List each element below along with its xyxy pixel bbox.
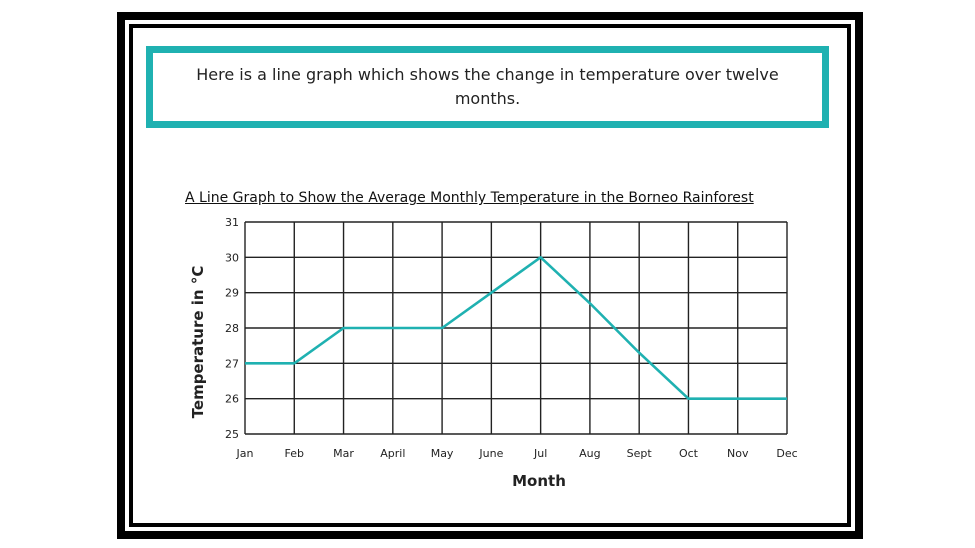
- intro-text: Here is a line graph which shows the cha…: [196, 65, 779, 108]
- y-tick-label: 25: [225, 428, 239, 441]
- x-tick-label: Mar: [333, 447, 354, 460]
- x-tick-label: Aug: [579, 447, 600, 460]
- temperature-series: [244, 256, 788, 400]
- y-tick-label: 26: [225, 393, 239, 406]
- intro-banner: Here is a line graph which shows the cha…: [146, 46, 829, 128]
- temperature-line: [245, 256, 787, 400]
- x-tick-label: April: [380, 447, 405, 460]
- x-tick-label: June: [478, 447, 503, 460]
- chart-grid: [244, 221, 788, 435]
- y-tick-label: 30: [225, 251, 239, 264]
- y-axis-title: Temperature in °C: [189, 266, 207, 419]
- x-tick-label: Feb: [285, 447, 304, 460]
- chart-title: A Line Graph to Show the Average Monthly…: [185, 190, 754, 206]
- y-tick-labels: 25 26 27 28 29 30 31: [225, 216, 239, 441]
- x-axis-title: Month: [512, 472, 566, 490]
- x-tick-label: Dec: [776, 447, 797, 460]
- y-tick-label: 27: [225, 357, 239, 370]
- y-tick-label: 29: [225, 287, 239, 300]
- x-tick-label: Sept: [627, 447, 653, 460]
- x-tick-label: May: [431, 447, 454, 460]
- y-tick-label: 28: [225, 322, 239, 335]
- x-tick-label: Jul: [533, 447, 547, 460]
- x-tick-label: Oct: [679, 447, 699, 460]
- x-tick-labels: Jan Feb Mar April May June Jul Aug Sept Oct Nov Dec: [236, 447, 798, 460]
- x-tick-label: Nov: [727, 447, 749, 460]
- x-tick-label: Jan: [236, 447, 254, 460]
- y-tick-label: 31: [225, 216, 239, 229]
